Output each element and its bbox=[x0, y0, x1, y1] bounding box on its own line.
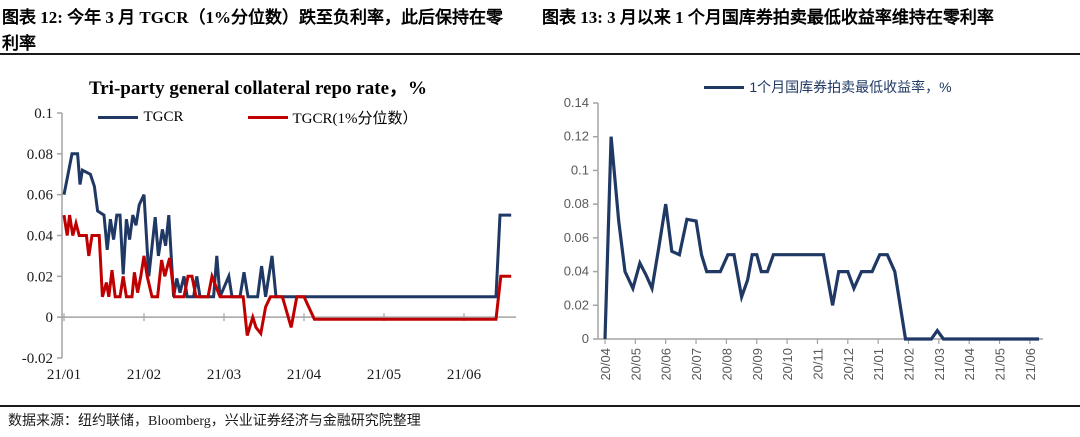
tgcr-1pct-legend-label: TGCR(1%分位数） bbox=[292, 111, 418, 127]
x-tick-label: 20/11 bbox=[810, 348, 825, 380]
chart-tgcr-legend: TGCR TGCR(1%分位数） bbox=[0, 107, 516, 128]
legend-item-tgcr: TGCR bbox=[98, 109, 184, 126]
y-tick-label: -0.02 bbox=[22, 351, 53, 367]
y-tick-label: 0.1 bbox=[571, 162, 589, 177]
x-tick-label: 21/04 bbox=[287, 367, 322, 383]
footer-divider bbox=[0, 405, 1080, 407]
y-tick-label: 0.08 bbox=[27, 147, 53, 163]
x-tick-label: 21/01 bbox=[871, 348, 886, 381]
tgcr-line-swatch-icon bbox=[98, 116, 139, 119]
y-tick-label: 0.04 bbox=[27, 229, 54, 245]
x-tick-label: 21/06 bbox=[1023, 348, 1038, 381]
x-tick-label: 21/02 bbox=[127, 367, 161, 383]
legend-item-tbill: 1个月国库券拍卖最低收益率，% bbox=[704, 77, 952, 97]
y-tick-label: 0.06 bbox=[27, 188, 54, 204]
x-tick-label: 21/03 bbox=[932, 348, 947, 381]
chart-tgcr-panel: Tri-party general collateral repo rate，%… bbox=[0, 60, 540, 405]
x-tick-label: 20/07 bbox=[689, 348, 704, 381]
data-source-note: 数据来源：纽约联储，Bloomberg，兴业证券经济与金融研究院整理 bbox=[8, 414, 421, 429]
tbill-min-yield-line bbox=[603, 136, 1039, 341]
y-tick-label: 0.02 bbox=[27, 269, 53, 285]
tbill-line-swatch-icon bbox=[704, 85, 745, 89]
x-tick-label: 20/06 bbox=[659, 348, 674, 381]
x-tick-label: 20/05 bbox=[628, 348, 643, 381]
chart-tbill-panel: 1个月国库券拍卖最低收益率，% 0.14 0.12 0.1 0.08 0.06 0.04 0… bbox=[540, 60, 1080, 405]
x-tick-label: 21/01 bbox=[47, 367, 81, 383]
y-tick-label: 0.06 bbox=[564, 230, 589, 245]
chart-tgcr-title: Tri-party general collateral repo rate，% bbox=[88, 78, 428, 99]
y-tick-label: 0.04 bbox=[564, 264, 589, 279]
x-tick-label: 21/03 bbox=[207, 367, 241, 383]
y-tick-label: 0 bbox=[46, 310, 54, 326]
x-tick-label: 20/10 bbox=[780, 348, 795, 381]
figure13-heading: 图表 13: 3 月以来 1 个月国库券拍卖最低收益率维持在零利率 bbox=[542, 8, 994, 27]
x-tick-label: 20/08 bbox=[719, 348, 734, 381]
y-tick-label: 0.1 bbox=[34, 106, 53, 122]
tbill-legend-label: 1个月国库券拍卖最低收益率，% bbox=[749, 79, 952, 95]
y-tick-label: 0 bbox=[582, 331, 589, 346]
tgcr-1pct-line-swatch-icon bbox=[247, 116, 288, 119]
x-tick-label: 21/02 bbox=[902, 348, 917, 381]
x-tick-label: 21/04 bbox=[962, 348, 977, 381]
chart-tbill-legend: 1个月国库券拍卖最低收益率，% bbox=[540, 77, 1080, 97]
x-tick-label: 21/05 bbox=[367, 367, 401, 383]
y-tick-label: 0.12 bbox=[564, 129, 589, 144]
x-tick-label: 21/06 bbox=[447, 367, 482, 383]
y-tick-label: 0.02 bbox=[564, 297, 589, 312]
tgcr-1pct-line bbox=[62, 214, 512, 338]
tgcr-line bbox=[62, 152, 512, 299]
y-tick-label: 0.08 bbox=[564, 196, 589, 211]
x-tick-label: 20/09 bbox=[750, 348, 765, 381]
tgcr-legend-label: TGCR bbox=[143, 109, 184, 125]
tbill-chart-canvas: 0.14 0.12 0.1 0.08 0.06 0.04 0.02 0 20/04 20/05 20… bbox=[564, 95, 1043, 381]
x-tick-label: 20/12 bbox=[841, 348, 856, 381]
header-divider bbox=[0, 53, 1080, 55]
figure12-heading: 图表 12: 今年 3 月 TGCR（1%分位数）跌至负利率，此后保持在零利率 bbox=[2, 8, 504, 54]
y-tick-label: 0.14 bbox=[564, 95, 589, 110]
legend-item-tgcr-1pct: TGCR(1%分位数） bbox=[247, 107, 418, 128]
x-tick-label: 20/04 bbox=[598, 348, 613, 381]
x-tick-label: 21/05 bbox=[993, 348, 1008, 381]
